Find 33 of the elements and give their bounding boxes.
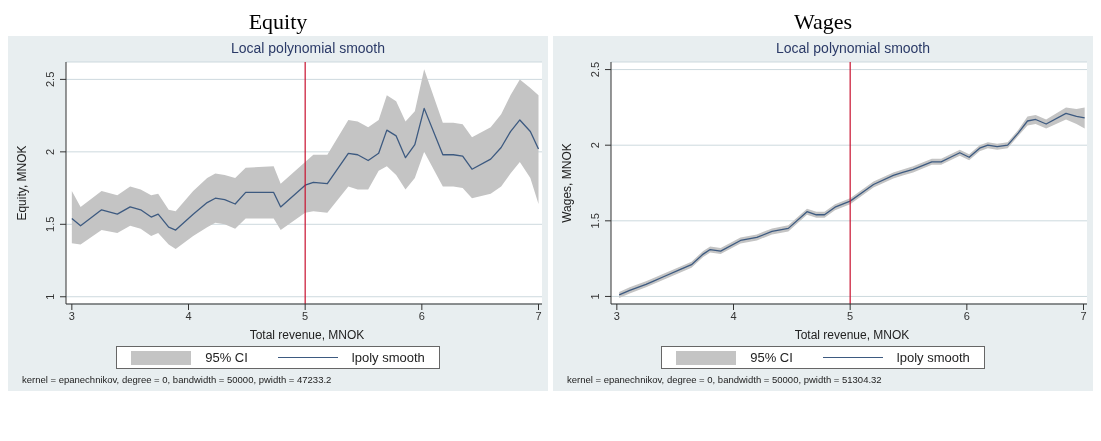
text: kernel = epanechnikov, degree = 0, bandwidth = 50000, pwidth = 51304.32 bbox=[566, 374, 883, 385]
x-tick-label: 6 bbox=[418, 309, 425, 322]
x-tick-label: 4 bbox=[730, 309, 737, 322]
x-tick-label: 4 bbox=[185, 309, 192, 322]
text: 95% CI bbox=[749, 350, 793, 365]
x-tick-label: 7 bbox=[1080, 309, 1087, 322]
chart-title: Equity bbox=[247, 8, 309, 36]
y-tick-label: 1.5 bbox=[44, 216, 56, 232]
y-tick-label: 2.5 bbox=[44, 71, 56, 88]
y-axis-title: Wages, MNOK bbox=[560, 143, 575, 223]
y-tick-label: 2 bbox=[44, 148, 56, 155]
y-tick-label: 2.5 bbox=[589, 61, 601, 78]
y-tick-label: 1 bbox=[589, 293, 601, 300]
x-tick-label: 7 bbox=[535, 309, 542, 322]
y-tick-label: 1.5 bbox=[589, 213, 601, 229]
line-series bbox=[71, 107, 540, 231]
chart-title: Wages bbox=[792, 8, 854, 36]
x-tick-label: 6 bbox=[963, 309, 970, 322]
x-axis-title: Total revenue, MNOK bbox=[248, 328, 366, 342]
y-tick-label: 2 bbox=[589, 142, 601, 149]
legend-label: lpoly smooth bbox=[895, 350, 970, 365]
x-tick-label: 5 bbox=[302, 309, 309, 322]
y-tick-label: 1 bbox=[44, 293, 56, 300]
y-axis-title: Equity, MNOK bbox=[15, 145, 30, 221]
x-tick-label: 3 bbox=[613, 309, 620, 322]
chart-subtitle: Local polynomial smooth bbox=[774, 39, 932, 56]
chart-subtitle: Local polynomial smooth bbox=[229, 39, 387, 56]
x-tick-label: 3 bbox=[68, 309, 75, 322]
x-axis-title: Total revenue, MNOK bbox=[793, 328, 911, 342]
text: kernel = epanechnikov, degree = 0, bandwidth = 50000, pwidth = 47233.2 bbox=[21, 374, 333, 385]
legend-label: lpoly smooth bbox=[350, 350, 425, 365]
x-tick-label: 5 bbox=[847, 309, 854, 322]
text: 95% CI bbox=[204, 350, 248, 365]
